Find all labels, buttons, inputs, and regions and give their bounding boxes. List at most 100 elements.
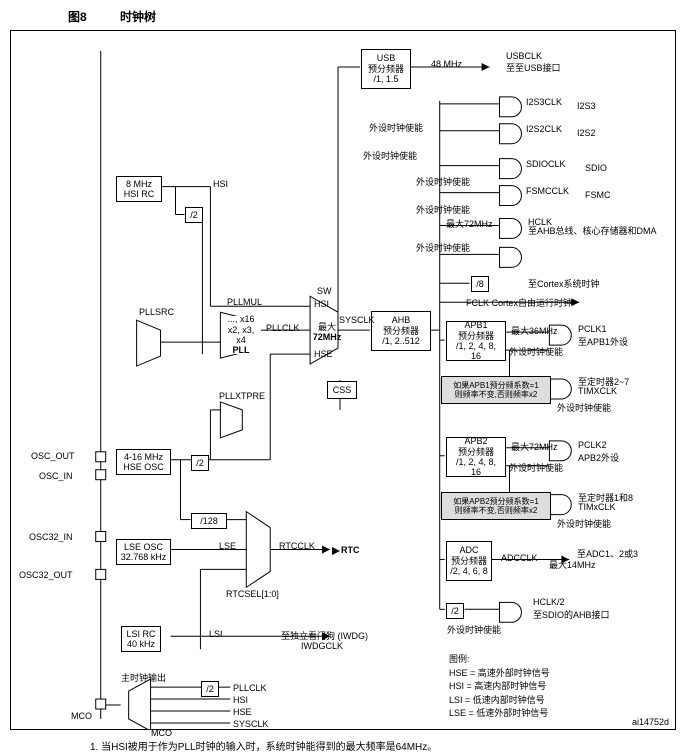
sig-max14: 最大14MHz xyxy=(549,558,596,571)
mco-opt1: HSI xyxy=(233,695,248,705)
apb1-note: 如果APB1预分频系数=1 则频率不变,否则频率x2 xyxy=(441,376,551,404)
sig-hse: HSE xyxy=(314,349,333,359)
apb1-l1: APB1 xyxy=(464,320,487,330)
sig-rtcclk: RTCCLK xyxy=(279,541,315,551)
dest-cortex: 至Cortex系统时钟 xyxy=(528,277,600,290)
apb2-note: 如果APB2预分频系数=1 则频率不变,否则频率x2 xyxy=(441,492,551,520)
adc-l2: 预分频器 xyxy=(451,556,487,566)
pllmul-l1: ..., x16 xyxy=(227,314,254,324)
legend-item: HSE = 高速外部时钟信号 xyxy=(449,667,550,681)
dest-apb1: 至APB1外设 xyxy=(578,335,628,348)
css-block: CSS xyxy=(327,381,357,399)
ahb-l1: AHB xyxy=(392,315,411,325)
ahb-prescaler: AHB 预分频器 /1, 2..512 xyxy=(371,311,431,351)
dest-ahb: 至AHB总线、核心存储器和DMA xyxy=(528,227,668,237)
sig-timxclk: TIMXCLK xyxy=(578,386,617,396)
ahb-l2: 预分频器 xyxy=(383,326,419,336)
apb2-l1: APB2 xyxy=(464,436,487,446)
lse-l1: LSE OSC xyxy=(124,542,163,552)
pin-osc-in: OSC_IN xyxy=(39,471,73,481)
sig-pclk1: PCLK1 xyxy=(578,324,607,334)
pe-7: 外设时钟使能 xyxy=(557,401,611,414)
dest-sdio-ahb: 至SDIO的AHB接口 xyxy=(533,608,610,621)
lbl-sw: SW xyxy=(317,286,332,296)
sig-i2s2: I2S2CLK xyxy=(526,124,562,134)
apb2-l2: 预分频器 xyxy=(458,447,494,457)
sig-lsi: LSI xyxy=(209,629,223,639)
mco-opt2: HSE xyxy=(233,707,252,717)
sig-timxclk2: TIMxCLK xyxy=(578,502,616,512)
sig-mco: MCO xyxy=(151,728,172,738)
pin-osc32-in: OSC32_IN xyxy=(29,532,73,542)
usb-l3: /1, 1.5 xyxy=(373,74,398,84)
pe-5: 外设时钟使能 xyxy=(416,241,470,254)
pe-8: 外设时钟使能 xyxy=(509,461,563,474)
diagram-frame: USB 预分频器 /1, 1.5 8 MHz HSI RC /2 ..., x1… xyxy=(10,30,676,730)
hsi-l1: 8 MHz xyxy=(126,179,152,189)
sig-pllclk: PLLCLK xyxy=(266,323,300,333)
sig-hsi: HSI xyxy=(213,179,228,189)
lse-osc: LSE OSC 32.768 kHz xyxy=(116,539,171,565)
sig-48mhz: 48 MHz xyxy=(431,59,462,69)
apb2n-l1: 如果APB2预分频系数=1 xyxy=(453,497,539,506)
sig-pclk2: PCLK2 xyxy=(578,440,607,450)
div128: /128 xyxy=(191,513,227,529)
dest-i2s3: I2S3 xyxy=(577,101,596,111)
usb-l2: 预分频器 xyxy=(368,64,404,74)
mco-opt0: PLLCLK xyxy=(233,683,267,693)
sig-lse: LSE xyxy=(219,541,236,551)
apb1-l2: 预分频器 xyxy=(458,331,494,341)
dest-usb: 至至USB接口至USB接口 xyxy=(506,61,561,74)
dest-apb2: APB2外设 xyxy=(578,451,619,464)
hse-osc: 4-16 MHz HSE OSC xyxy=(116,449,171,475)
sig-hsi2: HSI xyxy=(314,299,329,309)
dest-i2s2: I2S2 xyxy=(577,128,596,138)
apb1-l3: /1, 2, 4, 8, 16 xyxy=(450,341,502,362)
adc-l3: /2, 4, 6, 8 xyxy=(450,566,488,576)
sig-adcclk: ADCCLK xyxy=(501,553,538,563)
lbl-pllsrc: PLLSRC xyxy=(139,307,174,317)
apb1n-l1: 如果APB1预分频系数=1 xyxy=(453,381,539,390)
div2-a: /2 xyxy=(185,207,203,223)
diagram-id: ai14752d xyxy=(632,717,669,727)
legend-item: LSE = 低速外部时钟信号 xyxy=(449,707,550,721)
lbl-pllxtpre: PLLXTPRE xyxy=(219,391,265,401)
lsi-l1: LSI RC xyxy=(126,629,155,639)
sig-max72: 最大72MHz xyxy=(446,217,493,230)
sig-hclk2: HCLK/2 xyxy=(533,597,565,607)
hsi-rc: 8 MHz HSI RC xyxy=(116,176,162,202)
figure-title: 时钟树 xyxy=(120,10,156,24)
pllmul-l2: x2, x3, x4 xyxy=(224,325,258,346)
pe-1: 外设时钟使能 xyxy=(369,121,423,134)
apb2n-l2: 则频率不变,否则频率x2 xyxy=(455,506,538,515)
div2-c: /2 xyxy=(191,455,209,471)
sig-max72b: 最大72MHz xyxy=(511,440,558,453)
apb1-prescaler: APB1 预分频器 /1, 2, 4, 8, 16 xyxy=(446,321,506,361)
div2-sdio: /2 xyxy=(446,603,464,619)
pe-4: 外设时钟使能 xyxy=(416,203,470,216)
pe-9: 外设时钟使能 xyxy=(557,517,611,530)
dest-sdio: SDIO xyxy=(585,163,607,173)
figure-header: 图8 时钟树 xyxy=(68,8,156,25)
lbl-pllmul: PLLMUL xyxy=(227,297,262,307)
adc-prescaler: ADC 预分频器 /2, 4, 6, 8 xyxy=(446,541,492,581)
lbl-rtcsel: RTCSEL[1:0] xyxy=(226,589,279,599)
legend-item: HSI = 高速内部时钟信号 xyxy=(449,680,550,694)
apb2-prescaler: APB2 预分频器 /1, 2, 4, 8, 16 xyxy=(446,437,506,477)
pin-osc-out: OSC_OUT xyxy=(31,451,75,461)
hse-l2: HSE OSC xyxy=(123,462,164,472)
lsi-l2: 40 kHz xyxy=(127,639,155,649)
sig-sdioclk: SDIOCLK xyxy=(526,159,566,169)
pe-2: 外设时钟使能 xyxy=(363,149,417,162)
footer-note: 1. 当HSI被用于作为PLL时钟的输入时，系统时钟能得到的最大频率是64MHz… xyxy=(90,738,437,753)
usb-l1: USB xyxy=(377,53,396,63)
apb1n-l2: 则频率不变,否则频率x2 xyxy=(455,390,538,399)
div8: /8 xyxy=(471,276,489,292)
mco-div2: /2 xyxy=(201,681,219,697)
sw-l2: 最大 xyxy=(318,322,336,332)
mco-opt3: SYSCLK xyxy=(233,719,269,729)
lsi-rc: LSI RC 40 kHz xyxy=(121,626,161,652)
dest-fclk: FCLK Cortex自由运行时钟 xyxy=(466,296,572,309)
legend-item: LSI = 低速内部时钟信号 xyxy=(449,694,550,708)
sig-max36: 最大36MHz xyxy=(511,324,558,337)
